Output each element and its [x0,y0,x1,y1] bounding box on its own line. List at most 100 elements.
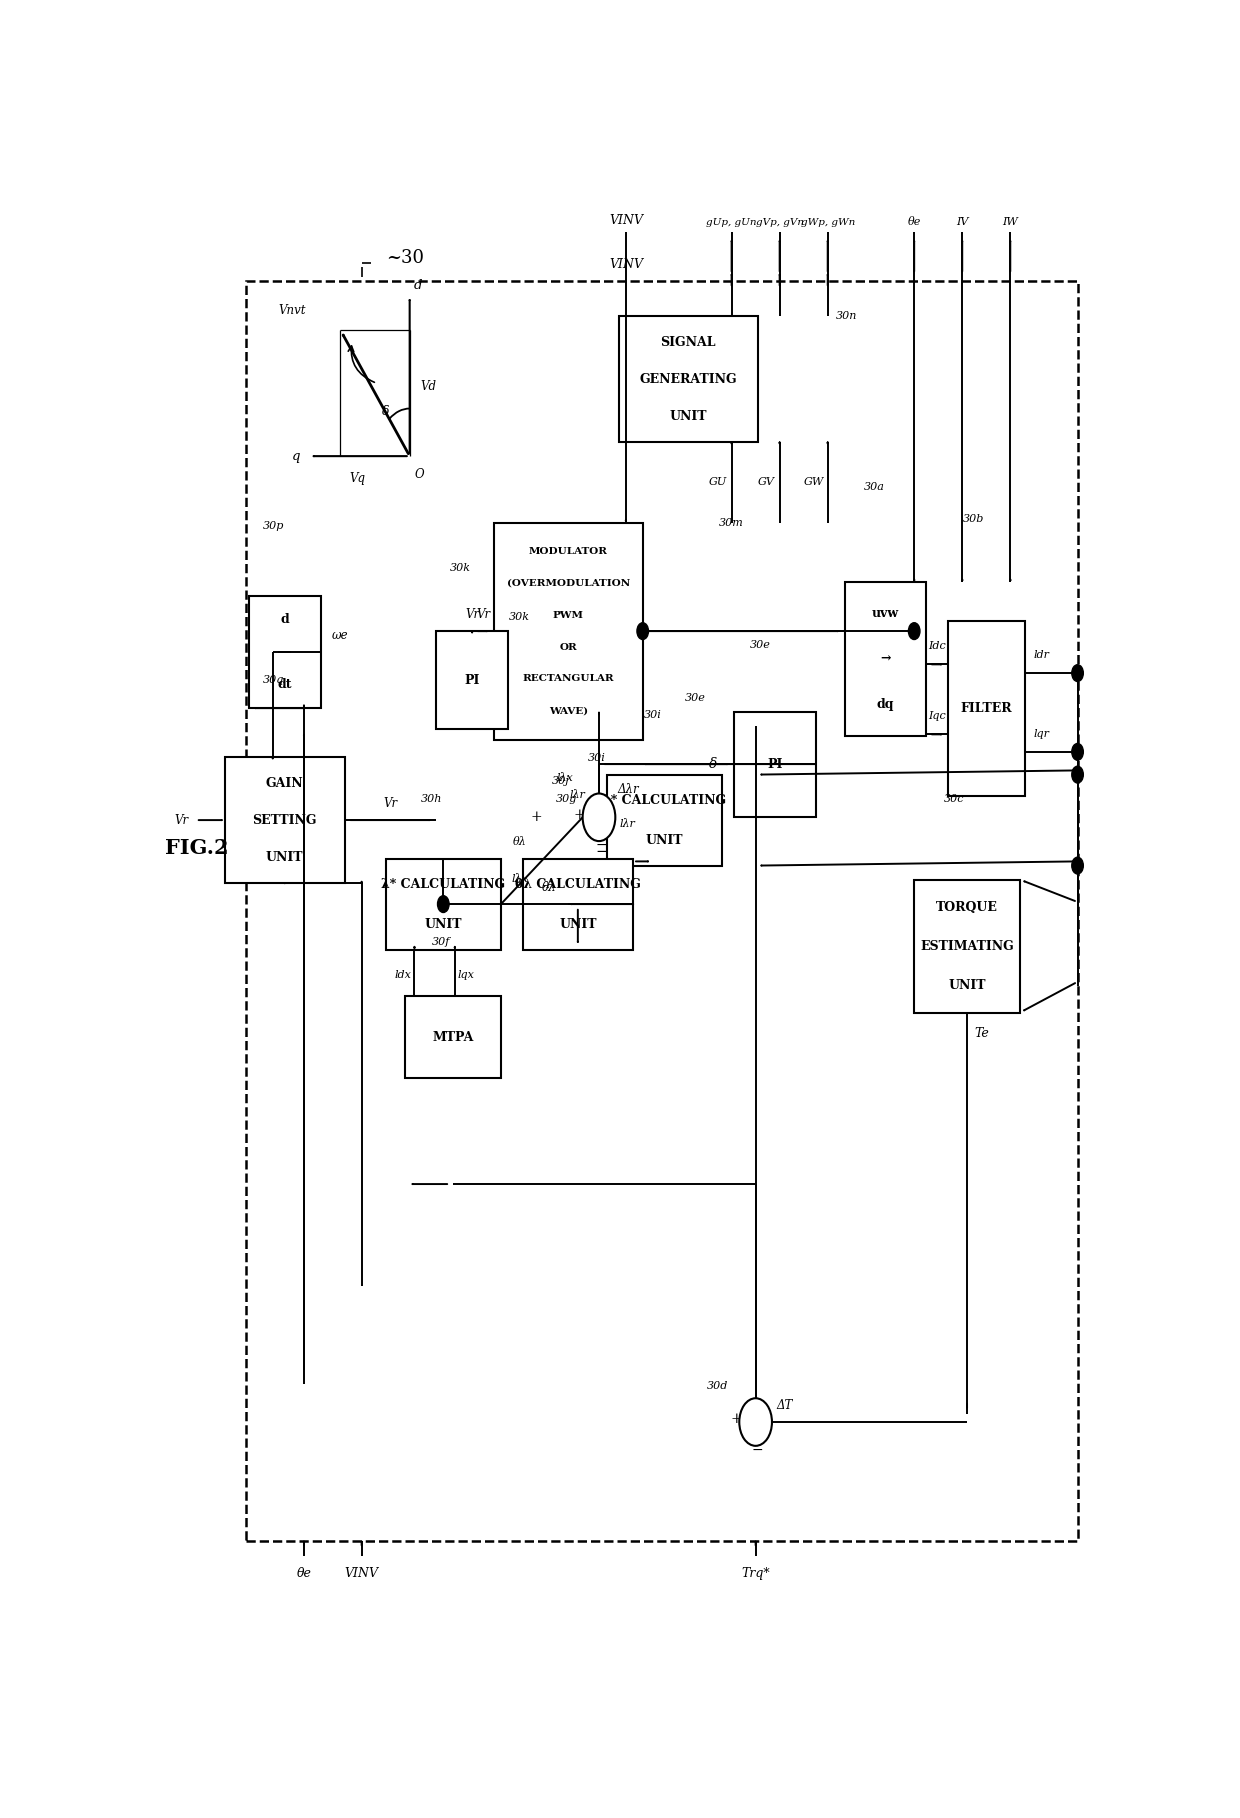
Text: Vr: Vr [465,607,480,620]
Text: 30i: 30i [644,711,662,720]
Text: θe: θe [908,218,921,227]
Text: Trq*: Trq* [742,1567,770,1580]
Text: UNIT: UNIT [670,409,707,422]
Text: gUp, gUn: gUp, gUn [707,218,756,227]
Bar [606,774,722,865]
Text: (OVERMODULATION: (OVERMODULATION [507,578,630,587]
Bar [844,582,926,736]
Text: q: q [291,449,300,462]
Text: 30m: 30m [719,518,744,529]
Text: IW: IW [1002,218,1018,227]
Bar [404,996,501,1078]
Text: 30f: 30f [433,936,450,947]
Text: Vd: Vd [420,380,436,393]
Text: −: − [751,1443,764,1456]
Text: θλ: θλ [542,880,557,894]
Circle shape [1071,744,1084,760]
Text: lqx: lqx [458,969,475,980]
Text: Δλr: Δλr [618,784,639,796]
Bar [734,711,816,816]
Circle shape [1071,665,1084,682]
Text: RECTANGULAR: RECTANGULAR [522,674,614,684]
Text: λ* CALCULATING: λ* CALCULATING [603,794,727,807]
Text: MTPA: MTPA [433,1031,474,1044]
Text: GENERATING: GENERATING [640,373,737,385]
Text: uvw: uvw [872,607,899,620]
Text: δ: δ [382,405,389,418]
Text: 30b: 30b [963,514,985,524]
Text: d: d [280,613,289,625]
Bar [947,620,1024,796]
Text: 30d: 30d [707,1380,728,1391]
Text: −: − [595,845,609,860]
Text: +: + [574,807,585,822]
Text: 30c: 30c [945,794,965,804]
Circle shape [739,1398,773,1445]
Text: lqr: lqr [1034,729,1050,738]
Text: ΔT: ΔT [776,1398,792,1413]
Text: Iqc: Iqc [928,711,946,722]
Text: PWM: PWM [553,611,584,620]
Text: gWp, gWn: gWp, gWn [801,218,854,227]
Text: 30i: 30i [588,753,606,764]
Text: ldr: ldr [1034,649,1050,660]
Text: lλx: lλx [512,874,528,884]
Text: θe: θe [296,1567,311,1580]
Text: O: O [414,467,424,480]
Text: Vr: Vr [476,607,491,620]
Text: ―: ― [279,645,291,658]
Text: Vq: Vq [350,473,366,485]
Text: Vr: Vr [383,796,398,809]
Text: 30j: 30j [552,776,569,785]
Text: λ* CALCULATING: λ* CALCULATING [381,878,506,891]
Text: Idc: Idc [928,642,946,651]
Bar [619,316,758,442]
Text: GU: GU [709,478,728,487]
Text: UNIT: UNIT [646,834,683,847]
Circle shape [1071,858,1084,874]
Text: Vr: Vr [175,814,188,827]
Text: UNIT: UNIT [559,918,596,931]
Text: lλx: lλx [557,773,574,784]
Text: 30k: 30k [510,613,531,622]
Text: PI: PI [465,674,480,687]
Text: UNIT: UNIT [949,978,986,991]
Text: 30g: 30g [556,794,577,804]
Text: MODULATOR: MODULATOR [528,547,608,556]
Text: 30q: 30q [263,674,284,685]
Text: GV: GV [758,478,775,487]
Circle shape [583,793,615,842]
Bar [249,596,321,709]
Text: IV: IV [956,218,968,227]
Text: Vnvt: Vnvt [279,304,306,316]
Text: GAIN: GAIN [265,776,304,789]
Text: 30n: 30n [836,311,858,322]
Bar [436,631,508,729]
Text: FILTER: FILTER [961,702,1012,714]
Circle shape [438,896,449,913]
Text: θλ CALCULATING: θλ CALCULATING [515,878,641,891]
Text: SETTING: SETTING [253,814,317,827]
Text: −: − [595,838,606,853]
Text: FIG.2: FIG.2 [165,838,229,858]
Text: δ: δ [709,756,717,771]
Bar [247,282,1078,1542]
Text: d: d [414,278,423,293]
Text: +: + [531,811,542,824]
Text: VINV: VINV [609,215,642,227]
Bar [522,858,634,949]
Text: dq: dq [877,698,894,711]
Circle shape [637,624,649,640]
Bar [386,858,501,949]
Text: +: + [730,1413,743,1427]
Bar [494,522,642,740]
Text: UNIT: UNIT [424,918,463,931]
Text: ωe: ωe [331,629,348,642]
Text: 30h: 30h [422,794,443,804]
Circle shape [909,624,920,640]
Text: GW: GW [804,478,825,487]
Bar [914,880,1019,1013]
Text: VINV: VINV [345,1567,378,1580]
Text: dt: dt [278,678,291,691]
Text: TORQUE: TORQUE [936,900,998,914]
